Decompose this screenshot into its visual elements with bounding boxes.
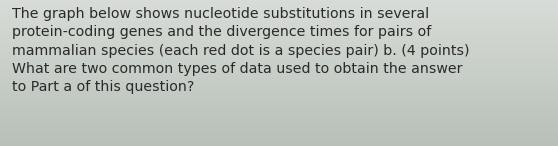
Text: The graph below shows nucleotide substitutions in several
protein-coding genes a: The graph below shows nucleotide substit… <box>12 7 470 94</box>
